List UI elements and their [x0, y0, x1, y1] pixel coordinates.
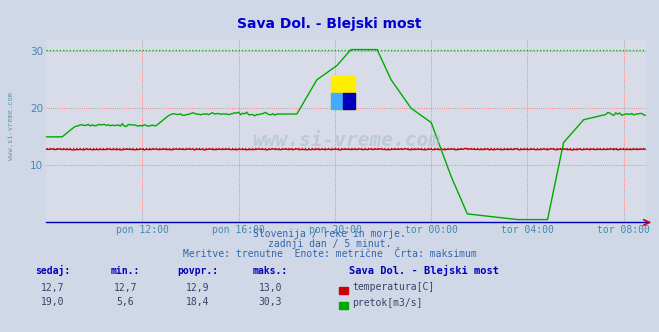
Text: Sava Dol. - Blejski most: Sava Dol. - Blejski most: [237, 17, 422, 31]
Text: temperatura[C]: temperatura[C]: [353, 283, 435, 292]
Text: 19,0: 19,0: [41, 297, 65, 307]
Text: Meritve: trenutne  Enote: metrične  Črta: maksimum: Meritve: trenutne Enote: metrične Črta: …: [183, 249, 476, 259]
Bar: [331, 76, 355, 109]
Text: 12,7: 12,7: [113, 283, 137, 292]
Text: 12,7: 12,7: [41, 283, 65, 292]
Text: 30,3: 30,3: [258, 297, 282, 307]
Text: www.si-vreme.com: www.si-vreme.com: [252, 131, 440, 150]
Text: sedaj:: sedaj:: [35, 265, 71, 276]
Text: Sava Dol. - Blejski most: Sava Dol. - Blejski most: [349, 265, 500, 276]
Text: 12,9: 12,9: [186, 283, 210, 292]
Text: zadnji dan / 5 minut.: zadnji dan / 5 minut.: [268, 239, 391, 249]
Bar: [331, 93, 343, 109]
Text: Slovenija / reke in morje.: Slovenija / reke in morje.: [253, 229, 406, 239]
Text: povpr.:: povpr.:: [177, 266, 218, 276]
Bar: [343, 93, 355, 109]
Text: 5,6: 5,6: [117, 297, 134, 307]
Text: 13,0: 13,0: [258, 283, 282, 292]
Text: www.si-vreme.com: www.si-vreme.com: [8, 92, 14, 160]
Text: min.:: min.:: [111, 266, 140, 276]
Text: pretok[m3/s]: pretok[m3/s]: [353, 298, 423, 308]
Text: maks.:: maks.:: [252, 266, 288, 276]
Text: 18,4: 18,4: [186, 297, 210, 307]
